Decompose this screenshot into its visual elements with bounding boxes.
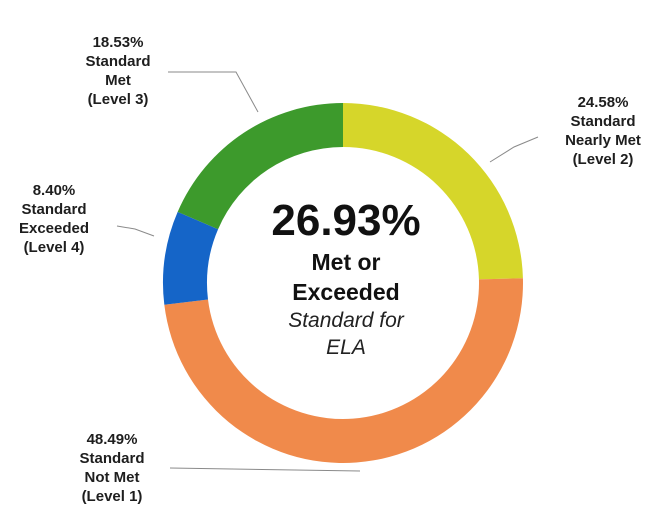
label-line: Standard (570, 113, 636, 130)
leader-line-level-2 (489, 136, 539, 163)
label-line: (Level 4) (23, 239, 85, 256)
label-line: Standard (21, 201, 87, 218)
label-line: (Level 3) (87, 91, 149, 108)
label-line: Nearly Met (565, 132, 641, 149)
leader-line-level-3 (168, 71, 259, 113)
center-summary: 26.93% Met or Exceeded Standard for ELA (226, 195, 466, 361)
label-percent: 18.53% (92, 34, 144, 51)
slice-level-4 (163, 211, 219, 305)
slice-level-3 (177, 103, 343, 230)
label-percent: 8.40% (32, 182, 76, 199)
slice-label-level-1: 48.49% Standard Not Met (Level 1) (58, 430, 166, 506)
label-line: Not Met (84, 469, 140, 486)
slice-label-level-2: 24.58% Standard Nearly Met (Level 2) (548, 93, 658, 169)
leader-line-level-4 (116, 225, 155, 237)
label-line: Met (105, 72, 131, 89)
label-percent: 48.49% (86, 431, 138, 448)
donut-slices (163, 103, 524, 463)
slice-level-1 (164, 278, 524, 463)
center-line-2: Exceeded (292, 279, 400, 305)
center-line-1: Met or (311, 249, 381, 275)
leader-lines (116, 71, 539, 472)
slice-label-level-4: 8.40% Standard Exceeded (Level 4) (2, 181, 106, 257)
label-line: Exceeded (18, 220, 90, 237)
center-line-3: Standard for (288, 309, 404, 332)
leader-line-level-1 (169, 467, 361, 472)
label-line: (Level 2) (572, 151, 634, 168)
center-line-4: ELA (326, 336, 366, 359)
slice-label-level-3: 18.53% Standard Met (Level 3) (68, 33, 168, 109)
label-line: (Level 1) (81, 488, 143, 505)
slice-level-2 (343, 103, 523, 280)
label-line: Standard (85, 53, 151, 70)
center-percent: 26.93% (271, 196, 421, 245)
label-line: Standard (79, 450, 145, 467)
label-percent: 24.58% (577, 94, 629, 111)
